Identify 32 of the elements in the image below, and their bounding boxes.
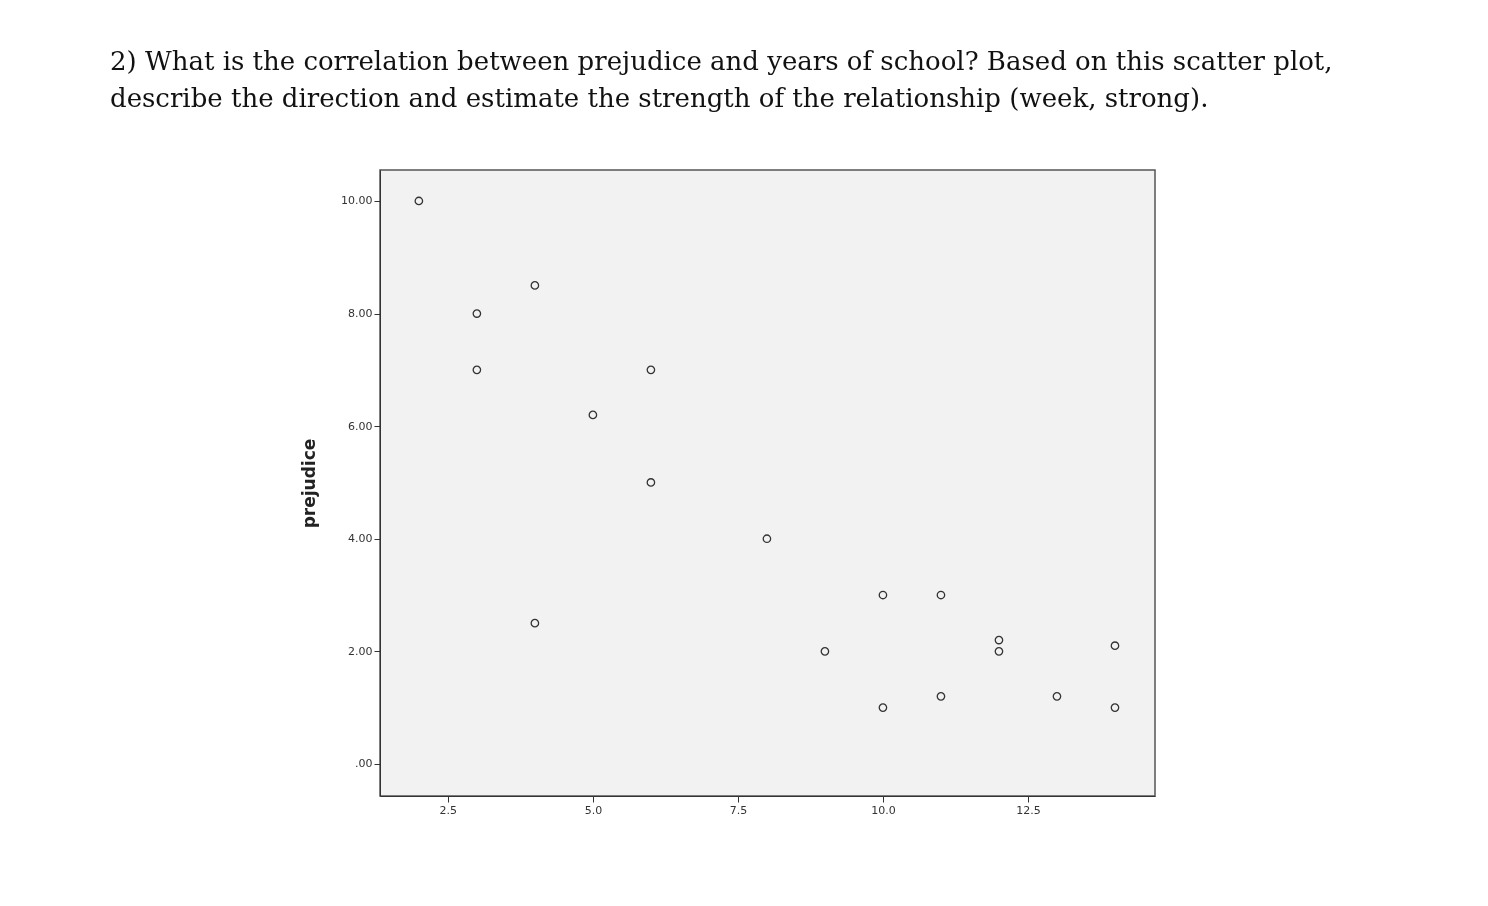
x-tick-label: 2.5 [439,803,458,817]
point [1052,692,1062,701]
y-tick-label: 10.00 [341,194,373,208]
y-tick-label: 8.00 [348,307,373,321]
point [472,365,482,375]
point [936,692,946,701]
point [1110,703,1120,712]
point [646,365,656,375]
x-tick-label: 10.0 [871,803,896,817]
point [530,618,540,628]
y-axis-title: prejudice [299,438,320,529]
point [994,635,1004,645]
y-tick-label: .00 [355,757,373,771]
point [994,646,1004,656]
y-tick-label: 4.00 [348,532,373,546]
point [1110,641,1120,651]
y-tick-label: 6.00 [348,419,373,433]
point [646,478,656,487]
point [936,590,946,600]
point [820,646,830,656]
point [878,703,888,712]
point [762,534,772,544]
x-tick-label: 12.5 [1016,803,1041,817]
y-tick-label: 2.00 [348,644,373,658]
point [530,281,540,290]
chart-title: 2) What is the correlation between prejudice and years of school? Based on this scatter plot, describe the direction and estimate the strength of the relationship (week, strong). [110,46,1333,113]
x-tick-label: 7.5 [729,803,748,817]
point [414,196,424,206]
point [472,309,482,318]
point [878,590,888,600]
x-tick-label: 5.0 [584,803,603,817]
point [588,410,598,420]
